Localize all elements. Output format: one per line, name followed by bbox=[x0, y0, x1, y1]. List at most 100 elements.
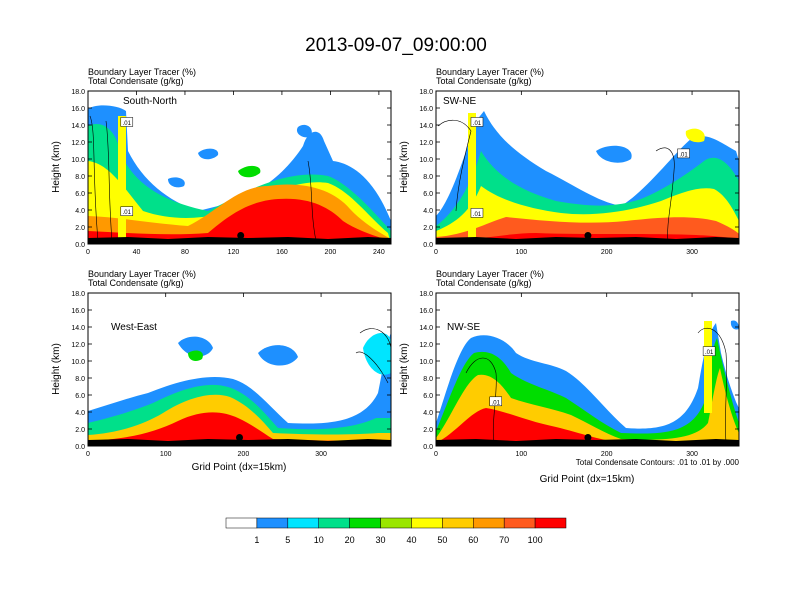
location-marker bbox=[584, 434, 592, 441]
y-axis-label: Height (km) bbox=[51, 141, 62, 193]
field-band bbox=[685, 128, 705, 143]
y-tick-label: 18.0 bbox=[419, 291, 433, 298]
y-tick-label: 10.0 bbox=[71, 157, 85, 164]
x-tick-label: 40 bbox=[133, 249, 141, 256]
contour-label-box bbox=[489, 396, 502, 407]
panel-west-east: Boundary Layer Tracer (%) Total Condensa… bbox=[51, 269, 392, 473]
contour-label-box bbox=[470, 208, 484, 218]
field-band bbox=[118, 116, 126, 241]
contour-line bbox=[437, 119, 472, 212]
x-tick-label: 200 bbox=[325, 249, 337, 256]
colorbar-label: 50 bbox=[437, 535, 447, 545]
contour-label: .01 bbox=[123, 121, 132, 127]
x-axis: 0 100 200 300 bbox=[434, 293, 698, 458]
y-tick-label: 6.0 bbox=[423, 393, 433, 400]
y-tick-label: 16.0 bbox=[419, 106, 433, 113]
panel-label: SW-NE bbox=[443, 96, 476, 107]
y-tick-label: 0.0 bbox=[423, 242, 433, 249]
y-tick-label: 2.0 bbox=[423, 427, 433, 434]
y-tick-label: 4.0 bbox=[423, 208, 433, 215]
contour-label: .01 bbox=[123, 210, 132, 216]
location-marker bbox=[236, 434, 243, 441]
y-tick-label: 2.0 bbox=[75, 225, 85, 232]
x-tick-label: 100 bbox=[160, 451, 172, 458]
contour-marks: .01 .01 .01 bbox=[437, 117, 690, 242]
contour-label: .01 bbox=[473, 212, 482, 218]
colorbar-labels: 1 5 10 20 30 40 50 60 70 100 bbox=[254, 535, 542, 545]
colorbar-swatch bbox=[256, 517, 289, 529]
y-tick-label: 12.0 bbox=[419, 342, 433, 349]
y-tick-label: 10.0 bbox=[419, 359, 433, 366]
field-band bbox=[468, 113, 476, 241]
contour-line bbox=[89, 115, 99, 242]
contour-line bbox=[105, 120, 113, 242]
field-band bbox=[436, 408, 739, 446]
panel-subtitle-condensate: Total Condensate (g/kg) bbox=[436, 76, 532, 86]
x-axis-label: Grid Point (dx=15km) bbox=[540, 474, 635, 485]
x-tick-label: 80 bbox=[181, 249, 189, 256]
x-tick-label: 160 bbox=[276, 249, 288, 256]
contour-label: .01 bbox=[679, 152, 688, 158]
contour-label: .01 bbox=[473, 121, 482, 127]
y-axis-label: Height (km) bbox=[399, 343, 410, 395]
colorbar-label: 60 bbox=[468, 535, 478, 545]
terrain bbox=[88, 237, 391, 244]
colorbar-swatch bbox=[503, 517, 536, 529]
contour-line bbox=[355, 351, 389, 384]
field-band bbox=[363, 332, 391, 375]
x-tick-label: 0 bbox=[86, 249, 90, 256]
y-tick-label: 8.0 bbox=[75, 376, 85, 383]
y-tick-label: 10.0 bbox=[419, 157, 433, 164]
x-axis: 0 100 200 300 bbox=[86, 293, 327, 458]
heatmap-field bbox=[436, 320, 739, 446]
y-tick-label: 12.0 bbox=[419, 140, 433, 147]
y-axis: 0.0 2.0 4.0 6.0 8.0 10.0 12.0 14.0 16.0 18.0 bbox=[419, 89, 739, 249]
x-axis: 0 40 80 120 160 200 240 bbox=[86, 91, 385, 256]
x-axis: 0 100 200 300 bbox=[434, 91, 698, 256]
colorbar-swatch bbox=[318, 517, 350, 529]
y-tick-label: 16.0 bbox=[419, 308, 433, 315]
y-tick-label: 0.0 bbox=[423, 444, 433, 451]
field-band bbox=[596, 145, 632, 163]
x-tick-label: 200 bbox=[601, 249, 613, 256]
x-tick-label: 300 bbox=[686, 249, 698, 256]
terrain bbox=[88, 439, 391, 446]
terrain bbox=[436, 439, 739, 446]
x-tick-label: 300 bbox=[686, 451, 698, 458]
contour-label-box bbox=[702, 346, 716, 356]
y-tick-label: 18.0 bbox=[71, 291, 85, 298]
colorbar-swatch bbox=[380, 517, 412, 529]
terrain bbox=[436, 237, 739, 244]
colorbar-swatch bbox=[225, 517, 258, 529]
y-tick-label: 2.0 bbox=[75, 427, 85, 434]
contour-label: .01 bbox=[492, 400, 501, 406]
y-tick-label: 18.0 bbox=[71, 89, 85, 96]
field-band bbox=[178, 336, 213, 357]
panel-subtitle-tracer: Boundary Layer Tracer (%) bbox=[436, 67, 544, 77]
contour-note: Total Condensate Contours: .01 to .01 by… bbox=[576, 458, 740, 467]
y-tick-label: 2.0 bbox=[423, 225, 433, 232]
contour-label: .01 bbox=[705, 350, 714, 356]
y-tick-label: 14.0 bbox=[71, 123, 85, 130]
field-band bbox=[88, 198, 391, 244]
heatmap-field bbox=[88, 332, 391, 446]
y-tick-label: 16.0 bbox=[71, 308, 85, 315]
y-tick-label: 4.0 bbox=[75, 208, 85, 215]
y-tick-label: 6.0 bbox=[423, 191, 433, 198]
y-tick-label: 14.0 bbox=[419, 123, 433, 130]
y-tick-label: 4.0 bbox=[423, 410, 433, 417]
y-axis: 0.0 2.0 4.0 6.0 8.0 10.0 12.0 14.0 16.0 18.0 bbox=[419, 291, 739, 451]
panel-subtitle-tracer: Boundary Layer Tracer (%) bbox=[436, 269, 544, 279]
contour-line bbox=[307, 160, 317, 242]
y-tick-label: 10.0 bbox=[71, 359, 85, 366]
plot-frame bbox=[435, 292, 740, 447]
y-tick-label: 8.0 bbox=[75, 174, 85, 181]
y-tick-label: 4.0 bbox=[75, 410, 85, 417]
colorbar-swatch bbox=[287, 517, 319, 529]
colorbar-label: 1 bbox=[254, 535, 259, 545]
panel-south-north: Boundary Layer Tracer (%) Total Condensa… bbox=[51, 67, 392, 256]
colorbar-swatch bbox=[442, 517, 474, 529]
y-tick-label: 16.0 bbox=[71, 106, 85, 113]
colorbar-label: 100 bbox=[528, 535, 543, 545]
